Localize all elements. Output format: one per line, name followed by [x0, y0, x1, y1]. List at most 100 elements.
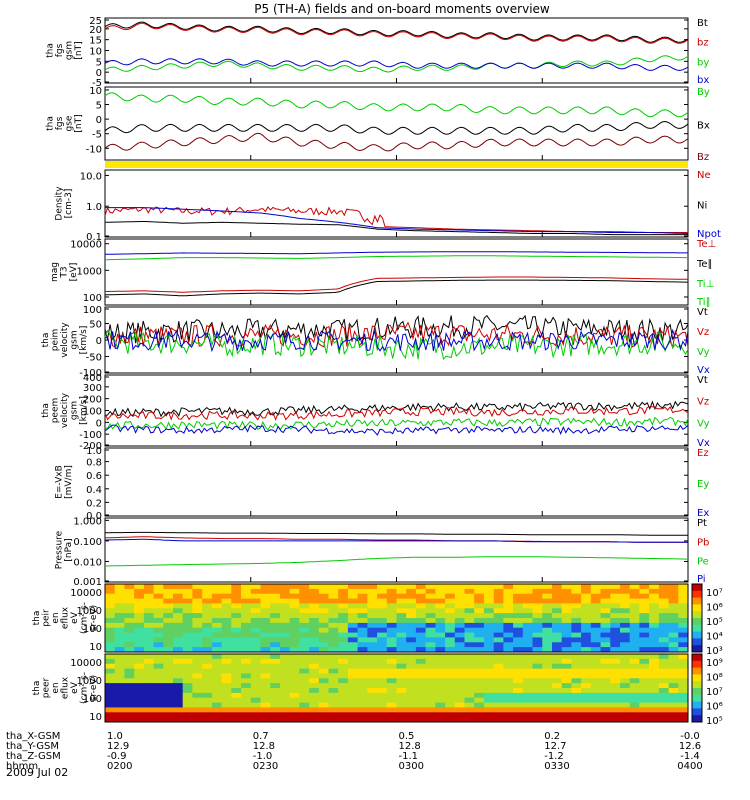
spectrogram-cell: [241, 702, 252, 708]
spectrogram-cell: [182, 642, 193, 648]
spectrogram-cell: [620, 593, 631, 600]
spectrogram-cell: [250, 712, 262, 718]
spectrogram-cell: [493, 647, 504, 653]
spectrogram-cell: [318, 678, 330, 684]
spectrogram-cell: [532, 584, 543, 590]
spectrogram-cell: [454, 702, 466, 708]
spectrogram-cell: [425, 697, 436, 704]
spectrogram-cell: [464, 618, 475, 624]
spectrogram-cell: [406, 618, 417, 624]
spectrogram-cell: [309, 647, 320, 653]
spectrogram-cell: [600, 618, 611, 624]
spectrogram-cell: [513, 697, 524, 704]
spectrogram-cell: [231, 673, 242, 679]
spectrogram-cell: [134, 654, 145, 660]
spectrogram-cell: [367, 688, 378, 694]
spectrogram-cell: [678, 647, 689, 653]
spectrogram-cell: [318, 712, 330, 718]
y-tick-label: 5: [96, 57, 102, 68]
spectrogram-cell: [241, 647, 252, 653]
spectrogram-cell: [299, 603, 310, 609]
spectrogram-cell: [114, 613, 125, 619]
spectrogram-cell: [678, 697, 689, 704]
spectrogram-cell: [318, 702, 330, 708]
spectrogram-cell: [163, 608, 174, 614]
spectrogram-cell: [241, 673, 252, 679]
spectrogram-cell: [173, 707, 184, 713]
spectrogram-cell: [513, 658, 524, 665]
spectrogram-cell: [289, 717, 300, 723]
spectrogram-cell: [192, 642, 203, 648]
spectrogram-cell: [279, 717, 291, 723]
y-tick-label: 10: [89, 86, 102, 97]
spectrogram-cell: [211, 598, 223, 604]
spectrogram-cell: [211, 584, 223, 590]
spectrogram-cell: [163, 654, 174, 660]
spectrogram-cell: [250, 668, 262, 674]
spectrogram-cell: [620, 627, 631, 634]
spectrogram-cell: [299, 654, 310, 660]
spectrogram-cell: [445, 598, 456, 604]
spectrogram-cell: [571, 647, 582, 653]
spectrogram-cell: [367, 608, 378, 614]
spectrogram-cell: [435, 717, 446, 723]
spectrogram-cell: [629, 688, 640, 694]
spectrogram-cell: [474, 618, 485, 624]
spectrogram-cell: [173, 608, 184, 614]
spectrogram-cell: [143, 618, 155, 624]
spectrogram-cell: [629, 697, 640, 704]
spectrogram-cell: [153, 707, 164, 713]
spectrogram-cell: [610, 702, 621, 708]
spectrogram-cell: [260, 622, 271, 629]
spectrogram-cell: [211, 632, 223, 638]
spectrogram-cell: [289, 642, 300, 648]
spectrogram-cell: [270, 707, 281, 713]
spectrogram-cell: [396, 663, 407, 670]
spectrogram-cell: [396, 658, 407, 665]
spectrogram-cell: [415, 654, 427, 660]
spectrogram-cell: [561, 642, 572, 648]
spectrogram-cell: [445, 593, 456, 600]
spectrogram-cell: [231, 697, 242, 704]
spectrogram-cell: [581, 584, 592, 590]
spectrogram-cell: [542, 627, 553, 634]
spectrogram-cell: [678, 702, 689, 708]
spectrogram-cell: [299, 637, 310, 643]
spectrogram-cell: [173, 613, 184, 619]
spectrogram-cell: [649, 688, 660, 694]
spectrogram-cell: [406, 663, 417, 670]
spectrogram-cell: [318, 598, 330, 604]
legend-entry: Npot: [697, 229, 721, 240]
spectrogram-cell: [639, 702, 650, 708]
spectrogram-cell: [406, 712, 417, 718]
spectrogram-cell: [493, 588, 504, 595]
spectrogram-cell: [241, 683, 252, 689]
spectrogram-cell: [270, 622, 281, 629]
spectrogram-cell: [561, 647, 572, 653]
spectrogram-cell: [678, 584, 689, 590]
spectrogram-cell: [581, 637, 592, 643]
spectrogram-cell: [522, 608, 534, 614]
spectrogram-cell: [105, 642, 116, 648]
spectrogram-cell: [649, 678, 660, 684]
spectrogram-cell: [114, 697, 125, 704]
spectrogram-cell: [143, 603, 155, 609]
spectrogram-cell: [318, 707, 330, 713]
spectrogram-cell: [552, 678, 563, 684]
spectrogram-cell: [483, 632, 495, 638]
legend-entry: By: [697, 87, 710, 98]
spectrogram-cell: [658, 632, 670, 638]
spectrogram-cell: [114, 584, 125, 590]
spectrogram-cell: [542, 598, 553, 604]
spectrogram-cell: [143, 647, 155, 653]
spectrogram-cell: [474, 692, 485, 699]
spectrogram-cell: [173, 688, 184, 694]
spectrogram-cell: [386, 613, 398, 619]
spectrogram-cell: [571, 632, 582, 638]
spectrogram-cell: [561, 613, 572, 619]
spectrogram-cell: [241, 593, 252, 600]
spectrogram-cell: [202, 697, 213, 704]
spectrogram-cell: [658, 717, 670, 723]
spectrogram-cell: [241, 618, 252, 624]
spectrogram-cell: [474, 658, 485, 665]
